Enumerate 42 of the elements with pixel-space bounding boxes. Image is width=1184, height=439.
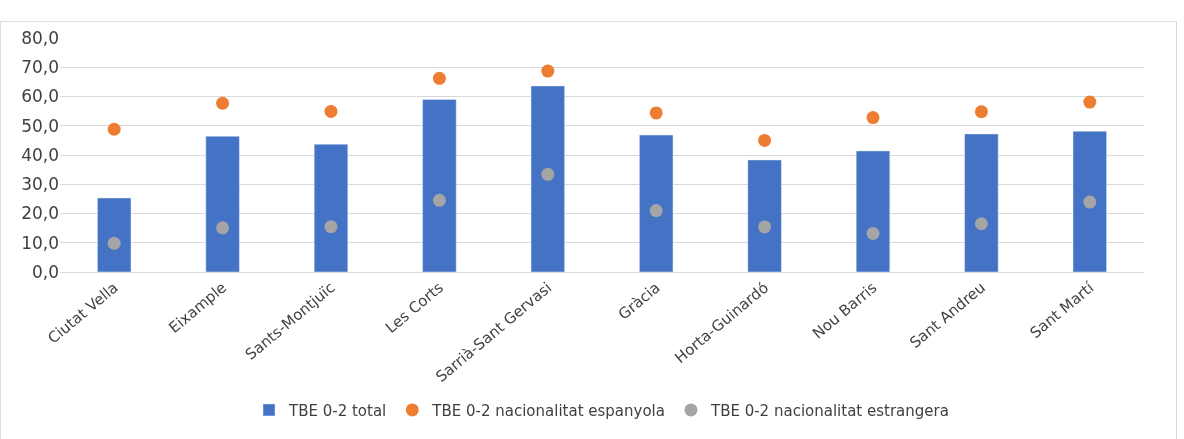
bar xyxy=(964,133,999,272)
y-tick-label: 80,0 xyxy=(21,27,59,48)
point xyxy=(216,221,230,235)
bar xyxy=(205,136,240,272)
point xyxy=(758,133,772,147)
point xyxy=(1083,195,1097,209)
bar xyxy=(530,85,565,272)
point xyxy=(432,193,446,207)
bar xyxy=(422,99,457,272)
y-tick-label: 70,0 xyxy=(21,57,59,78)
point xyxy=(974,217,988,231)
point xyxy=(107,236,121,250)
bar xyxy=(313,143,349,272)
point xyxy=(541,167,555,181)
bar xyxy=(1072,131,1107,272)
point xyxy=(649,204,663,218)
y-tick-label: 10,0 xyxy=(21,232,59,253)
point xyxy=(1083,95,1097,109)
point xyxy=(758,220,772,234)
point xyxy=(866,111,880,125)
y-tick-label: 0,0 xyxy=(31,261,59,282)
y-tick-label: 20,0 xyxy=(21,203,59,224)
point xyxy=(324,220,338,234)
y-tick-label: 50,0 xyxy=(21,115,59,136)
legend-label: TBE 0-2 total xyxy=(288,401,387,420)
point xyxy=(974,105,988,119)
y-tick-label: 40,0 xyxy=(21,144,59,165)
bar xyxy=(97,197,132,272)
bar xyxy=(855,150,891,272)
point xyxy=(216,96,230,110)
point xyxy=(541,64,555,78)
point xyxy=(649,106,663,120)
legend-label: TBE 0-2 nacionalitat estrangera xyxy=(709,401,949,420)
point xyxy=(107,122,121,136)
bar xyxy=(639,134,674,272)
legend-label: TBE 0-2 nacionalitat espanyola xyxy=(431,401,665,420)
point xyxy=(432,71,446,85)
point xyxy=(324,104,338,118)
bar xyxy=(747,159,782,272)
y-tick-label: 30,0 xyxy=(21,174,59,195)
y-tick-label: 60,0 xyxy=(21,86,59,107)
point xyxy=(866,226,880,240)
